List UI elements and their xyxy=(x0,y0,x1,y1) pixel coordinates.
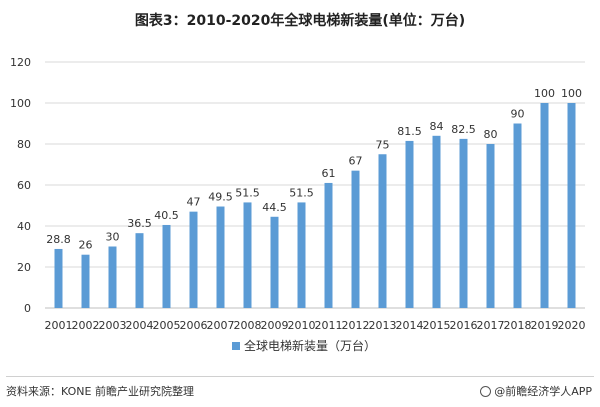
bar-2006 xyxy=(189,211,198,308)
y-tick-labels: 0 20 40 60 80 100 120 xyxy=(10,56,31,315)
bar-2010 xyxy=(297,202,306,308)
data-label-2010: 51.5 xyxy=(289,186,314,199)
x-tick-label-2019: 2019 xyxy=(531,319,559,332)
bar-2016 xyxy=(459,138,468,308)
x-tick-label-2002: 2002 xyxy=(72,319,100,332)
x-tick-label-2005: 2005 xyxy=(153,319,181,332)
x-tick-label-2014: 2014 xyxy=(396,319,424,332)
brand-text: @前瞻经济学人APP xyxy=(494,385,592,398)
data-label-2005: 40.5 xyxy=(154,209,179,222)
data-label-2013: 75 xyxy=(376,138,390,151)
x-tick-label-2007: 2007 xyxy=(207,319,235,332)
x-tick-label-2011: 2011 xyxy=(315,319,343,332)
y-tick-label-0: 0 xyxy=(24,302,31,315)
bar-2012 xyxy=(351,170,360,308)
source-note: 资料来源：KONE 前瞻产业研究院整理 xyxy=(6,385,194,398)
footer-divider xyxy=(6,376,594,377)
bar-2009 xyxy=(270,216,279,308)
data-label-2004: 36.5 xyxy=(127,217,152,230)
gridlines xyxy=(45,61,585,309)
bar-2014 xyxy=(405,140,414,308)
legend-label: 全球电梯新装量（万台） xyxy=(244,338,376,353)
data-label-2003: 30 xyxy=(106,231,120,244)
data-label-2016: 82.5 xyxy=(451,123,476,136)
footer: 资料来源：KONE 前瞻产业研究院整理 @前瞻经济学人APP xyxy=(6,383,592,401)
x-tick-label-2009: 2009 xyxy=(261,319,289,332)
bar-2011 xyxy=(324,182,333,308)
bar-2004 xyxy=(135,233,144,308)
x-tick-label-2010: 2010 xyxy=(288,319,316,332)
bar-2001 xyxy=(54,248,63,308)
bar-2018 xyxy=(513,123,522,308)
data-label-2014: 81.5 xyxy=(397,125,422,138)
bar-2003 xyxy=(108,246,117,308)
x-tick-label-2001: 2001 xyxy=(45,319,73,332)
x-tick-label-2006: 2006 xyxy=(180,319,208,332)
bar-2005 xyxy=(162,224,171,308)
data-label-2008: 51.5 xyxy=(235,186,260,199)
data-label-2009: 44.5 xyxy=(262,201,287,214)
y-tick-label-20: 20 xyxy=(17,261,31,274)
y-tick-label-120: 120 xyxy=(10,56,31,69)
data-label-2006: 47 xyxy=(187,196,201,209)
bar-2017 xyxy=(486,144,495,308)
bar-2007 xyxy=(216,206,225,308)
data-label-2018: 90 xyxy=(511,108,525,121)
legend-swatch xyxy=(232,342,240,350)
data-label-2015: 84 xyxy=(430,120,444,133)
x-tick-label-2015: 2015 xyxy=(423,319,451,332)
y-tick-label-40: 40 xyxy=(17,220,31,233)
chart-title: 图表3：2010-2020年全球电梯新装量(单位：万台) xyxy=(134,13,466,29)
bar-2008 xyxy=(243,202,252,308)
x-tick-label-2013: 2013 xyxy=(369,319,397,332)
x-tick-label-2012: 2012 xyxy=(342,319,370,332)
x-tick-label-2008: 2008 xyxy=(234,319,262,332)
x-tick-label-2016: 2016 xyxy=(450,319,478,332)
y-tick-label-80: 80 xyxy=(17,138,31,151)
y-tick-label-60: 60 xyxy=(17,179,31,192)
bar-2020 xyxy=(567,103,576,308)
bars xyxy=(54,103,576,308)
data-label-2011: 61 xyxy=(322,167,336,180)
bar-2019 xyxy=(540,103,549,308)
data-label-2020: 100 xyxy=(561,87,582,100)
x-tick-label-2003: 2003 xyxy=(99,319,127,332)
bar-2015 xyxy=(432,135,441,308)
x-tick-label-2017: 2017 xyxy=(477,319,505,332)
x-tick-label-2004: 2004 xyxy=(126,319,154,332)
legend: 全球电梯新装量（万台） xyxy=(232,338,376,353)
data-label-2001: 28.8 xyxy=(46,233,71,246)
bar-2013 xyxy=(378,154,387,308)
y-tick-label-100: 100 xyxy=(10,97,31,110)
brand-logo-icon xyxy=(480,386,492,397)
x-tick-label-2020: 2020 xyxy=(558,319,586,332)
data-label-2007: 49.5 xyxy=(208,191,233,204)
x-tick-labels: 2001 2002 2003 2004 2005 2006 2007 2008 2009 2010… xyxy=(45,319,586,332)
data-label-2012: 67 xyxy=(349,155,363,168)
data-label-2017: 80 xyxy=(484,128,498,141)
data-label-2019: 100 xyxy=(534,87,555,100)
x-tick-label-2018: 2018 xyxy=(504,319,532,332)
data-label-2002: 26 xyxy=(79,239,93,252)
bar-2002 xyxy=(81,254,90,308)
brand-credit: @前瞻经济学人APP xyxy=(480,383,592,399)
